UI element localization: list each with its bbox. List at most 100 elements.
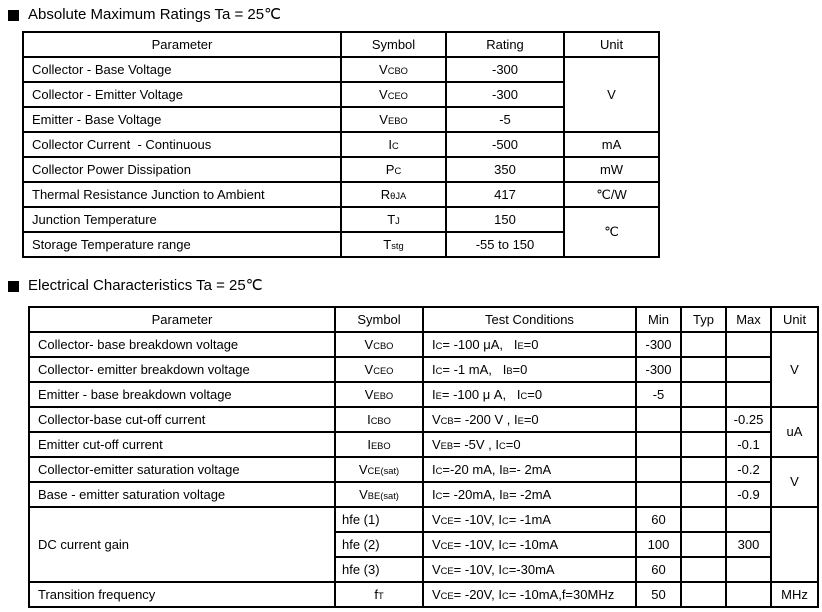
table-row: Emitter cut-off current IEBO VEB= -5V , IC… — [28, 431, 818, 458]
cell-max — [725, 556, 772, 583]
cell-rating: 350 — [445, 156, 565, 183]
table-row: Emitter - Base Voltage VEBO -5 — [22, 106, 659, 133]
column-header-unit: Unit — [770, 306, 819, 333]
table-row: Collector-emitter saturation voltage VCE(… — [28, 456, 819, 508]
cell-rating: -300 — [445, 81, 565, 108]
cell-unit: MHz — [770, 581, 819, 608]
cell-symbol: RθJA — [340, 181, 447, 208]
cell-min — [635, 431, 682, 458]
cell-unit — [770, 506, 819, 583]
table-row: hfe (2) VCE= -10V, IC= -10mA 100 300 — [29, 531, 818, 558]
cell-test-conditions: VCE= -10V, IC= -1mA — [422, 506, 637, 533]
table-row: Collector- emitter breakdown voltage VCEO… — [28, 356, 818, 383]
cell-parameter: Thermal Resistance Junction to Ambient — [22, 181, 342, 208]
absolute-maximum-ratings-table: Parameter Symbol Rating Unit Collector - Ba… — [22, 31, 660, 258]
column-header-symbol: Symbol — [334, 306, 424, 333]
cell-rating: -500 — [445, 131, 565, 158]
table-row: DC current gain hfe (1) VCE= -10V, IC= -1m… — [28, 506, 819, 583]
cell-test-conditions: VCB= -200 V , IE=0 — [422, 406, 637, 433]
cell-max: -0.9 — [725, 481, 772, 508]
section-header-electrical-characteristics: Electrical Characteristics Ta = 25℃ — [8, 277, 263, 295]
cell-parameter: Collector-emitter saturation voltage — [28, 456, 336, 483]
cell-parameter: Collector- emitter breakdown voltage — [28, 356, 336, 383]
table-row: Transition frequency fT VCE= -20V, IC= -10… — [28, 581, 819, 608]
cell-test-conditions: VCE= -10V, IC= -10mA — [422, 531, 637, 558]
section-title: Absolute Maximum Ratings Ta = 25℃ — [28, 6, 281, 23]
cell-parameter: Emitter cut-off current — [28, 431, 336, 458]
table-row: Collector Power Dissipation PC 350 mW — [22, 156, 660, 183]
header-row: Parameter Symbol Test Conditions Min Typ Max U… — [28, 306, 819, 333]
cell-parameter: Collector- base breakdown voltage — [28, 331, 336, 358]
cell-max: -0.2 — [725, 456, 772, 483]
section-header-absolute-maximum-ratings: Absolute Maximum Ratings Ta = 25℃ — [8, 6, 281, 24]
section-title: Electrical Characteristics Ta = 25℃ — [28, 277, 263, 294]
cell-unit: uA — [770, 406, 819, 458]
column-header-rating: Rating — [445, 31, 565, 58]
cell-max — [725, 381, 772, 408]
cell-symbol: hfe (1) — [334, 506, 424, 533]
cell-symbol: Tstg — [340, 231, 447, 258]
cell-min: 100 — [635, 531, 682, 558]
column-header-min: Min — [635, 306, 682, 333]
table-row: Thermal Resistance Junction to Ambient Rθ… — [22, 181, 660, 208]
section-bullet-icon — [8, 280, 19, 292]
cell-typ — [680, 406, 727, 433]
cell-unit: ℃/W — [563, 181, 660, 208]
cell-rating: 150 — [445, 206, 565, 233]
cell-symbol: IEBO — [334, 431, 424, 458]
cell-max — [725, 506, 772, 533]
cell-typ — [680, 556, 727, 583]
column-header-unit: Unit — [563, 31, 660, 58]
cell-min — [635, 481, 682, 508]
cell-test-conditions: VEB= -5V , IC=0 — [422, 431, 637, 458]
cell-parameter: Transition frequency — [28, 581, 336, 608]
cell-max — [725, 581, 772, 608]
cell-test-conditions: VCE= -10V, IC=-30mA — [422, 556, 637, 583]
cell-typ — [680, 531, 727, 558]
cell-test-conditions: IC= -20mA, IB= -2mA — [422, 481, 637, 508]
cell-symbol: VCEO — [340, 81, 447, 108]
cell-symbol: VEBO — [340, 106, 447, 133]
cell-symbol: VCE(sat) — [334, 456, 424, 483]
table-row: Collector - Base Voltage VCBO -300 V — [22, 56, 660, 133]
cell-unit: mW — [563, 156, 660, 183]
cell-min: 60 — [635, 506, 682, 533]
cell-symbol: VBE(sat) — [334, 481, 424, 508]
cell-min: -300 — [635, 356, 682, 383]
cell-parameter: Emitter - base breakdown voltage — [28, 381, 336, 408]
cell-parameter: Collector - Emitter Voltage — [22, 81, 342, 108]
cell-typ — [680, 506, 727, 533]
cell-typ — [680, 356, 727, 383]
cell-test-conditions: IC=-20 mA, IB=- 2mA — [422, 456, 637, 483]
cell-symbol: TJ — [340, 206, 447, 233]
cell-rating: -55 to 150 — [445, 231, 565, 258]
header-row: Parameter Symbol Rating Unit — [22, 31, 660, 58]
table-row: Junction Temperature TJ 150 ℃ — [22, 206, 660, 258]
cell-parameter: Storage Temperature range — [22, 231, 342, 258]
cell-unit: V — [563, 56, 660, 133]
table-row: Emitter - base breakdown voltage VEBO IE= … — [28, 381, 818, 408]
cell-test-conditions: IE= -100 μ A, IC=0 — [422, 381, 637, 408]
cell-test-conditions: IC= -100 μA, IE=0 — [422, 331, 637, 358]
cell-typ — [680, 581, 727, 608]
table-row: Collector-base cut-off current ICBO VCB= -… — [28, 406, 819, 458]
cell-min: 50 — [635, 581, 682, 608]
cell-typ — [680, 456, 727, 483]
cell-test-conditions: VCE= -20V, IC= -10mA,f=30MHz — [422, 581, 637, 608]
cell-unit: mA — [563, 131, 660, 158]
cell-symbol: fT — [334, 581, 424, 608]
cell-test-conditions: IC= -1 mA, IB=0 — [422, 356, 637, 383]
column-header-typ: Typ — [680, 306, 727, 333]
cell-parameter: Base - emitter saturation voltage — [28, 481, 336, 508]
section-bullet-icon — [8, 9, 19, 21]
cell-parameter: Collector-base cut-off current — [28, 406, 336, 433]
cell-max: -0.1 — [725, 431, 772, 458]
cell-max — [725, 331, 772, 358]
table-row: Collector - Emitter Voltage VCEO -300 — [22, 81, 659, 108]
cell-min: 60 — [635, 556, 682, 583]
cell-parameter: Emitter - Base Voltage — [22, 106, 342, 133]
cell-min: -300 — [635, 331, 682, 358]
cell-max — [725, 356, 772, 383]
cell-symbol: IC — [340, 131, 447, 158]
table-row: Collector Current - Continuous IC -500 mA — [22, 131, 660, 158]
